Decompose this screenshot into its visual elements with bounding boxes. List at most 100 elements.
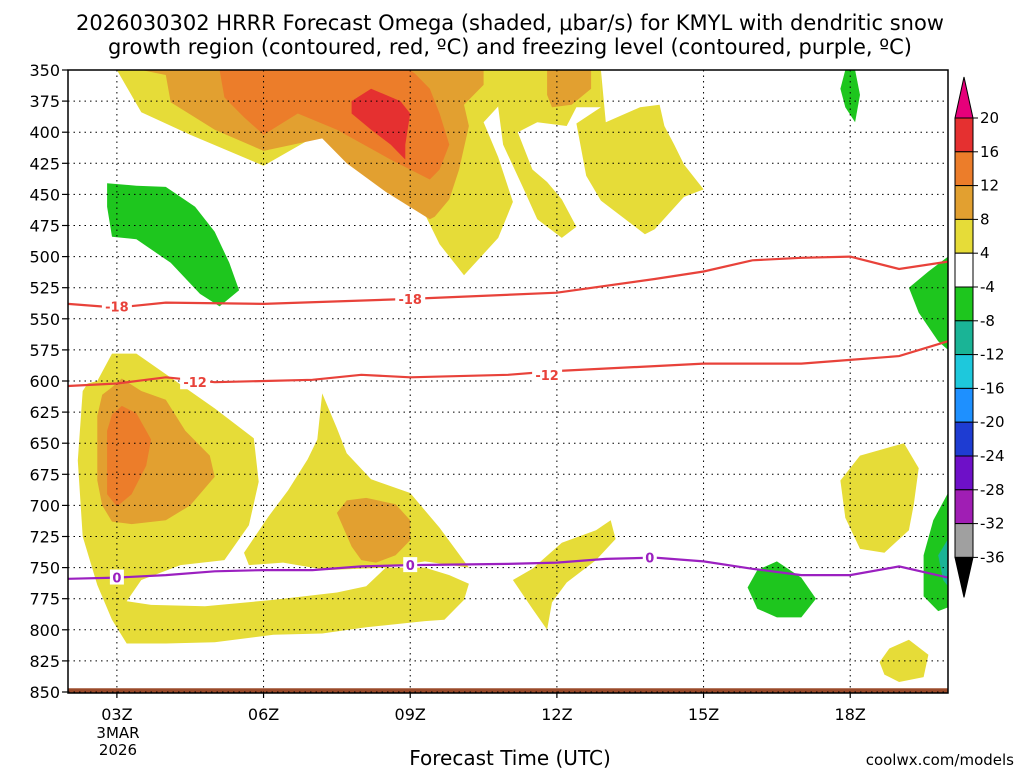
colorbar-box-7 <box>954 320 974 356</box>
x-tick-label-03Z: 03Z <box>101 705 132 724</box>
colorbar-box-5 <box>954 252 974 288</box>
y-tick-label-800: 800 <box>29 621 60 640</box>
chart-title-line1: 2026030302 HRRR Forecast Omega (shaded, … <box>76 11 944 35</box>
contour-label-bg-0-1 <box>403 557 418 573</box>
x-tick-label-12Z: 12Z <box>541 705 572 724</box>
omega-region-19 <box>336 497 411 563</box>
contour-label--18-0: -18 <box>105 300 129 315</box>
colorbar-box-8 <box>954 354 974 389</box>
omega-region-10 <box>747 561 816 618</box>
omega-region-14 <box>244 393 469 571</box>
date-label-year: 2026 <box>99 741 137 759</box>
contour-label-0-1: 0 <box>406 559 415 574</box>
y-axis: 350 375 400 425 450 475 500 525 550 575 600 625 650 6… <box>29 61 68 702</box>
y-tick-label-475: 475 <box>29 217 60 236</box>
colorbar-label-0: 20 <box>980 109 999 127</box>
x-tick-label-06Z: 06Z <box>248 705 279 724</box>
y-tick-label-625: 625 <box>29 403 60 422</box>
contour-label-bg--18-1 <box>395 290 426 306</box>
colorbar-box-3 <box>954 185 974 220</box>
y-tick-label-850: 850 <box>29 683 60 702</box>
colorbar: 20 16 12 8 4 -4 -8 -12 -16 -20 -24 -28 -32 -36 <box>954 76 1005 598</box>
colorbar-box-6 <box>954 286 974 322</box>
y-tick-label-750: 750 <box>29 559 60 578</box>
colorbar-box-1 <box>954 117 974 153</box>
contour-label--12-1: -12 <box>535 369 559 384</box>
contour-line-0 <box>68 556 948 580</box>
contour-label-0-2: 0 <box>645 552 654 567</box>
colorbar-label-3: 8 <box>980 210 990 228</box>
x-axis: 03Z 06Z 09Z 12Z 15Z 18Z <box>101 692 866 724</box>
colorbar-box-13 <box>954 523 974 558</box>
colorbar-label-12: -32 <box>980 515 1005 533</box>
terrain-strip <box>68 688 948 693</box>
y-tick-label-575: 575 <box>29 341 60 360</box>
colorbar-label-10: -24 <box>980 447 1005 465</box>
contour-label-bg--18-0 <box>101 298 132 314</box>
colorbar-top-arrow <box>954 76 974 119</box>
omega-region-5 <box>219 70 450 180</box>
chart-title-line2: growth region (contoured, red, ºC) and f… <box>108 35 912 59</box>
omega-region-6 <box>351 88 411 160</box>
omega-region-11 <box>923 493 948 612</box>
colorbar-label-9: -20 <box>980 413 1005 431</box>
omega-region-9 <box>908 256 948 350</box>
colorbar-box-9 <box>954 387 974 423</box>
colorbar-bottom-arrow <box>954 556 974 598</box>
y-tick-label-350: 350 <box>29 61 60 80</box>
colorbar-label-7: -12 <box>980 346 1005 364</box>
colorbar-label-8: -16 <box>980 379 1005 397</box>
y-tick-label-650: 650 <box>29 434 60 453</box>
omega-region-4 <box>547 70 592 108</box>
credit-label: coolwx.com/models <box>866 751 1014 768</box>
x-tick-label-09Z: 09Z <box>395 705 426 724</box>
y-tick-label-775: 775 <box>29 590 60 609</box>
y-tick-label-400: 400 <box>29 123 60 142</box>
terrain-layer <box>68 688 948 693</box>
y-tick-label-525: 525 <box>29 279 60 298</box>
omega-region-16 <box>840 443 919 553</box>
omega-region-7 <box>107 183 240 307</box>
colorbar-box-11 <box>954 455 974 491</box>
colorbar-box-12 <box>954 489 974 525</box>
contour-label--18-1: -18 <box>398 293 422 308</box>
y-tick-label-500: 500 <box>29 248 60 267</box>
colorbar-label-13: -36 <box>980 548 1005 566</box>
y-tick-label-425: 425 <box>29 154 60 173</box>
x-tick-label-18Z: 18Z <box>835 705 866 724</box>
colorbar-box-2 <box>954 151 974 187</box>
omega-region-8 <box>840 70 860 123</box>
omega-region-15 <box>512 520 616 630</box>
colorbar-box-4 <box>954 218 974 254</box>
contour-label-bg-0-2 <box>642 549 657 565</box>
omega-region-12 <box>938 539 948 587</box>
y-tick-label-675: 675 <box>29 465 60 484</box>
contour-label-bg--12-0 <box>180 374 211 390</box>
y-tick-label-375: 375 <box>29 92 60 111</box>
y-tick-label-600: 600 <box>29 372 60 391</box>
colorbar-label-11: -28 <box>980 481 1005 499</box>
y-tick-label-725: 725 <box>29 528 60 547</box>
colorbar-box-10 <box>954 421 974 457</box>
omega-region-20 <box>107 405 152 507</box>
contour-label-bg-0-0 <box>109 569 124 585</box>
contour-label-0-0: 0 <box>112 572 121 587</box>
x-axis-title: Forecast Time (UTC) <box>409 746 611 768</box>
contour-label--12-0: -12 <box>183 376 207 391</box>
contour-label-bg--12-1 <box>532 366 563 382</box>
colorbar-label-4: 4 <box>980 244 990 262</box>
y-tick-label-450: 450 <box>29 185 60 204</box>
omega-shading <box>77 70 948 682</box>
y-tick-label-700: 700 <box>29 496 60 515</box>
colorbar-label-2: 12 <box>980 177 999 195</box>
omega-region-2 <box>576 70 704 235</box>
x-tick-label-15Z: 15Z <box>688 705 719 724</box>
y-tick-label-825: 825 <box>29 652 60 671</box>
colorbar-label-6: -8 <box>980 312 995 330</box>
y-tick-label-550: 550 <box>29 310 60 329</box>
colorbar-label-1: 16 <box>980 143 999 161</box>
temperature-contours: -18 -18 -12 -12 0 0 0 <box>68 255 948 587</box>
contour-line--18 <box>68 255 948 309</box>
